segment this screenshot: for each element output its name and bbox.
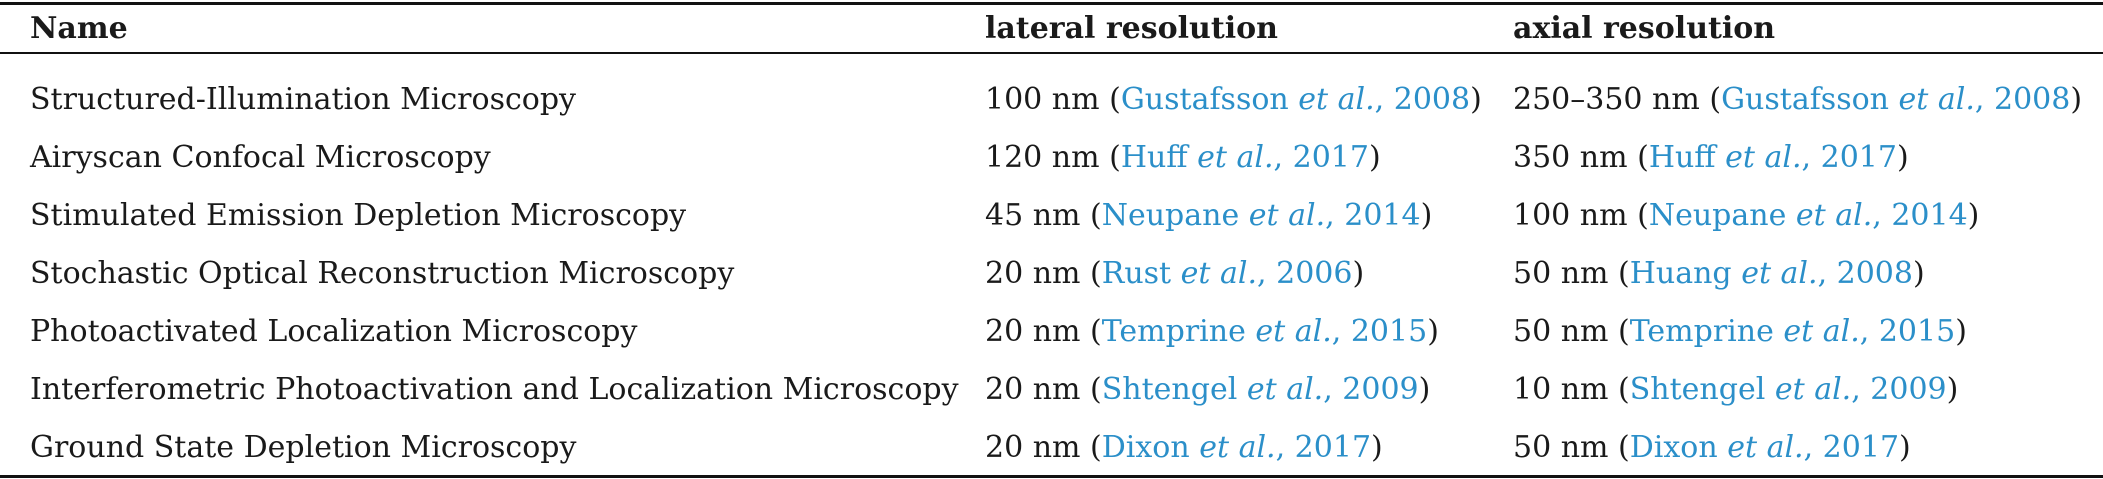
- lateral-resolution-cell: 20 nm (Shtengel et al., 2009): [985, 372, 1431, 407]
- table-row: Airyscan Confocal Microscopy 120 nm (Huf…: [0, 132, 2103, 184]
- table-header-rule: [0, 52, 2103, 54]
- table-row: Structured-Illumination Microscopy 100 n…: [0, 74, 2103, 126]
- table-row: Stochastic Optical Reconstruction Micros…: [0, 248, 2103, 300]
- lateral-value: 120 nm: [985, 140, 1100, 175]
- axial-resolution-cell: 50 nm (Huang et al., 2008): [1513, 256, 1925, 291]
- technique-name: Photoactivated Localization Microscopy: [30, 314, 638, 349]
- lateral-citation-link[interactable]: Neupane et al., 2014: [1101, 198, 1421, 233]
- lateral-value: 45 nm: [985, 198, 1081, 233]
- axial-citation-link[interactable]: Dixon et al., 2017: [1629, 430, 1900, 465]
- table-top-rule: [0, 2, 2103, 5]
- table-row: Interferometric Photoactivation and Loca…: [0, 364, 2103, 416]
- table-row: Photoactivated Localization Microscopy 2…: [0, 306, 2103, 358]
- table-header-row: Name lateral resolution axial resolution: [0, 3, 2103, 55]
- axial-citation-link[interactable]: Shtengel et al., 2009: [1629, 372, 1947, 407]
- lateral-citation-link[interactable]: Huff et al., 2017: [1120, 140, 1369, 175]
- technique-name: Stochastic Optical Reconstruction Micros…: [30, 256, 735, 291]
- lateral-value: 20 nm: [985, 430, 1081, 465]
- technique-name: Airyscan Confocal Microscopy: [30, 140, 491, 175]
- lateral-resolution-cell: 45 nm (Neupane et al., 2014): [985, 198, 1433, 233]
- table-row: Ground State Depletion Microscopy 20 nm …: [0, 422, 2103, 474]
- axial-resolution-cell: 100 nm (Neupane et al., 2014): [1513, 198, 1980, 233]
- lateral-value: 100 nm: [985, 82, 1100, 117]
- axial-value: 50 nm: [1513, 256, 1609, 291]
- table-bottom-rule: [0, 475, 2103, 478]
- lateral-citation-link[interactable]: Dixon et al., 2017: [1101, 430, 1372, 465]
- axial-value: 50 nm: [1513, 430, 1609, 465]
- lateral-resolution-cell: 20 nm (Dixon et al., 2017): [985, 430, 1383, 465]
- axial-resolution-cell: 350 nm (Huff et al., 2017): [1513, 140, 1909, 175]
- lateral-citation-link[interactable]: Gustafsson et al., 2008: [1120, 82, 1471, 117]
- technique-name: Ground State Depletion Microscopy: [30, 430, 577, 465]
- axial-citation-link[interactable]: Huang et al., 2008: [1629, 256, 1913, 291]
- header-name: Name: [30, 11, 128, 46]
- lateral-resolution-cell: 120 nm (Huff et al., 2017): [985, 140, 1381, 175]
- lateral-resolution-cell: 20 nm (Rust et al., 2006): [985, 256, 1365, 291]
- technique-name: Interferometric Photoactivation and Loca…: [30, 372, 959, 407]
- axial-resolution-cell: 50 nm (Temprine et al., 2015): [1513, 314, 1967, 349]
- lateral-resolution-cell: 100 nm (Gustafsson et al., 2008): [985, 82, 1482, 117]
- technique-name: Structured-Illumination Microscopy: [30, 82, 576, 117]
- axial-citation-link[interactable]: Gustafsson et al., 2008: [1721, 82, 2071, 117]
- lateral-citation-link[interactable]: Temprine et al., 2015: [1101, 314, 1428, 349]
- header-axial-resolution: axial resolution: [1513, 11, 1776, 46]
- axial-resolution-cell: 10 nm (Shtengel et al., 2009): [1513, 372, 1959, 407]
- axial-value: 50 nm: [1513, 314, 1609, 349]
- axial-value: 350 nm: [1513, 140, 1628, 175]
- lateral-value: 20 nm: [985, 314, 1081, 349]
- lateral-resolution-cell: 20 nm (Temprine et al., 2015): [985, 314, 1439, 349]
- axial-value: 250–350 nm: [1513, 82, 1700, 117]
- axial-resolution-cell: 250–350 nm (Gustafsson et al., 2008): [1513, 82, 2083, 117]
- lateral-value: 20 nm: [985, 372, 1081, 407]
- lateral-citation-link[interactable]: Shtengel et al., 2009: [1101, 372, 1419, 407]
- table-row: Stimulated Emission Depletion Microscopy…: [0, 190, 2103, 242]
- axial-citation-link[interactable]: Neupane et al., 2014: [1648, 198, 1968, 233]
- technique-name: Stimulated Emission Depletion Microscopy: [30, 198, 687, 233]
- header-lateral-resolution: lateral resolution: [985, 11, 1278, 46]
- axial-citation-link[interactable]: Huff et al., 2017: [1648, 140, 1897, 175]
- axial-resolution-cell: 50 nm (Dixon et al., 2017): [1513, 430, 1911, 465]
- axial-value: 10 nm: [1513, 372, 1609, 407]
- axial-value: 100 nm: [1513, 198, 1628, 233]
- lateral-citation-link[interactable]: Rust et al., 2006: [1101, 256, 1353, 291]
- axial-citation-link[interactable]: Temprine et al., 2015: [1629, 314, 1956, 349]
- lateral-value: 20 nm: [985, 256, 1081, 291]
